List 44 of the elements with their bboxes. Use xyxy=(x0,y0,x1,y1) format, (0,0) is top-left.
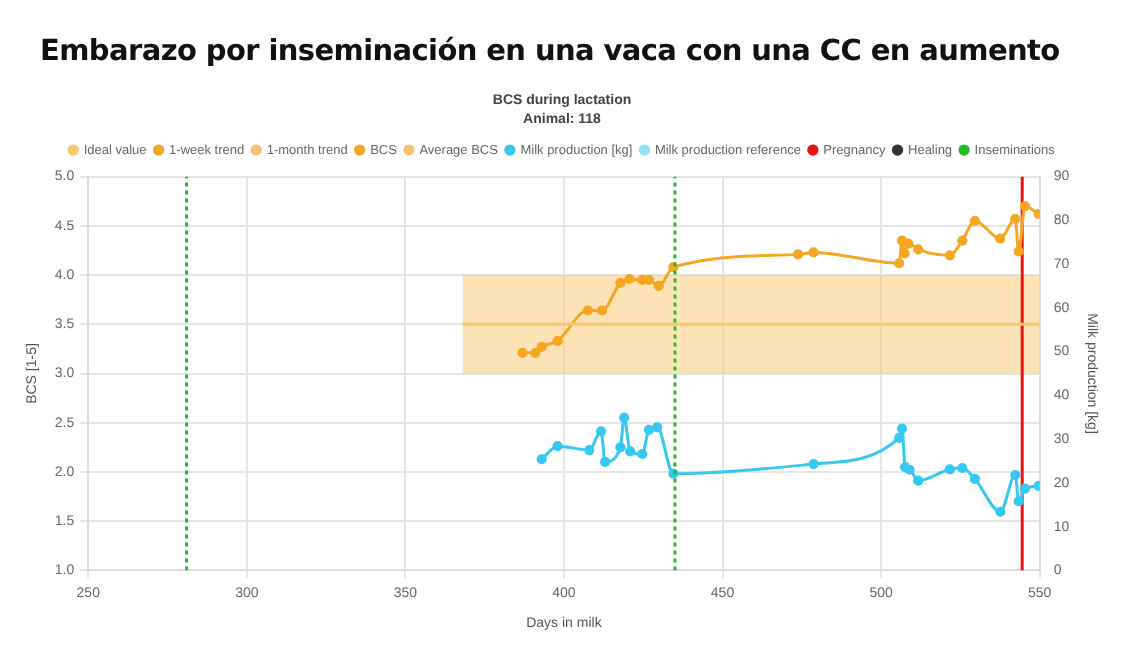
point xyxy=(552,335,563,347)
point xyxy=(615,277,626,289)
point xyxy=(530,347,541,358)
chart-title: Embarazo por inseminación en una vaca con una CC en aumento xyxy=(40,36,1060,68)
point xyxy=(896,423,908,434)
point xyxy=(957,235,968,246)
point xyxy=(625,446,636,457)
point xyxy=(995,506,1006,517)
point xyxy=(637,448,648,460)
point xyxy=(517,347,528,358)
point xyxy=(1010,213,1021,225)
point xyxy=(903,238,914,249)
point xyxy=(600,456,611,467)
point xyxy=(1010,469,1021,481)
point xyxy=(653,280,664,291)
point xyxy=(1013,496,1024,507)
point xyxy=(808,458,819,470)
point xyxy=(969,215,981,226)
point xyxy=(894,258,905,269)
point xyxy=(944,250,955,261)
point xyxy=(913,475,924,486)
point xyxy=(595,426,607,437)
point xyxy=(792,249,804,260)
point xyxy=(536,454,547,465)
point xyxy=(596,305,608,316)
point xyxy=(652,422,663,433)
point xyxy=(615,442,626,453)
point xyxy=(584,444,595,456)
point xyxy=(1019,483,1031,494)
point xyxy=(913,244,924,255)
point xyxy=(1013,246,1024,257)
point xyxy=(619,412,630,423)
point xyxy=(536,341,547,353)
point xyxy=(894,432,905,443)
point xyxy=(995,233,1006,244)
point xyxy=(969,473,981,485)
point xyxy=(808,247,819,258)
point xyxy=(957,462,968,474)
point xyxy=(643,424,655,436)
point xyxy=(624,273,635,285)
point xyxy=(582,305,593,316)
point xyxy=(1019,201,1031,212)
point xyxy=(944,464,955,475)
point xyxy=(552,441,563,452)
